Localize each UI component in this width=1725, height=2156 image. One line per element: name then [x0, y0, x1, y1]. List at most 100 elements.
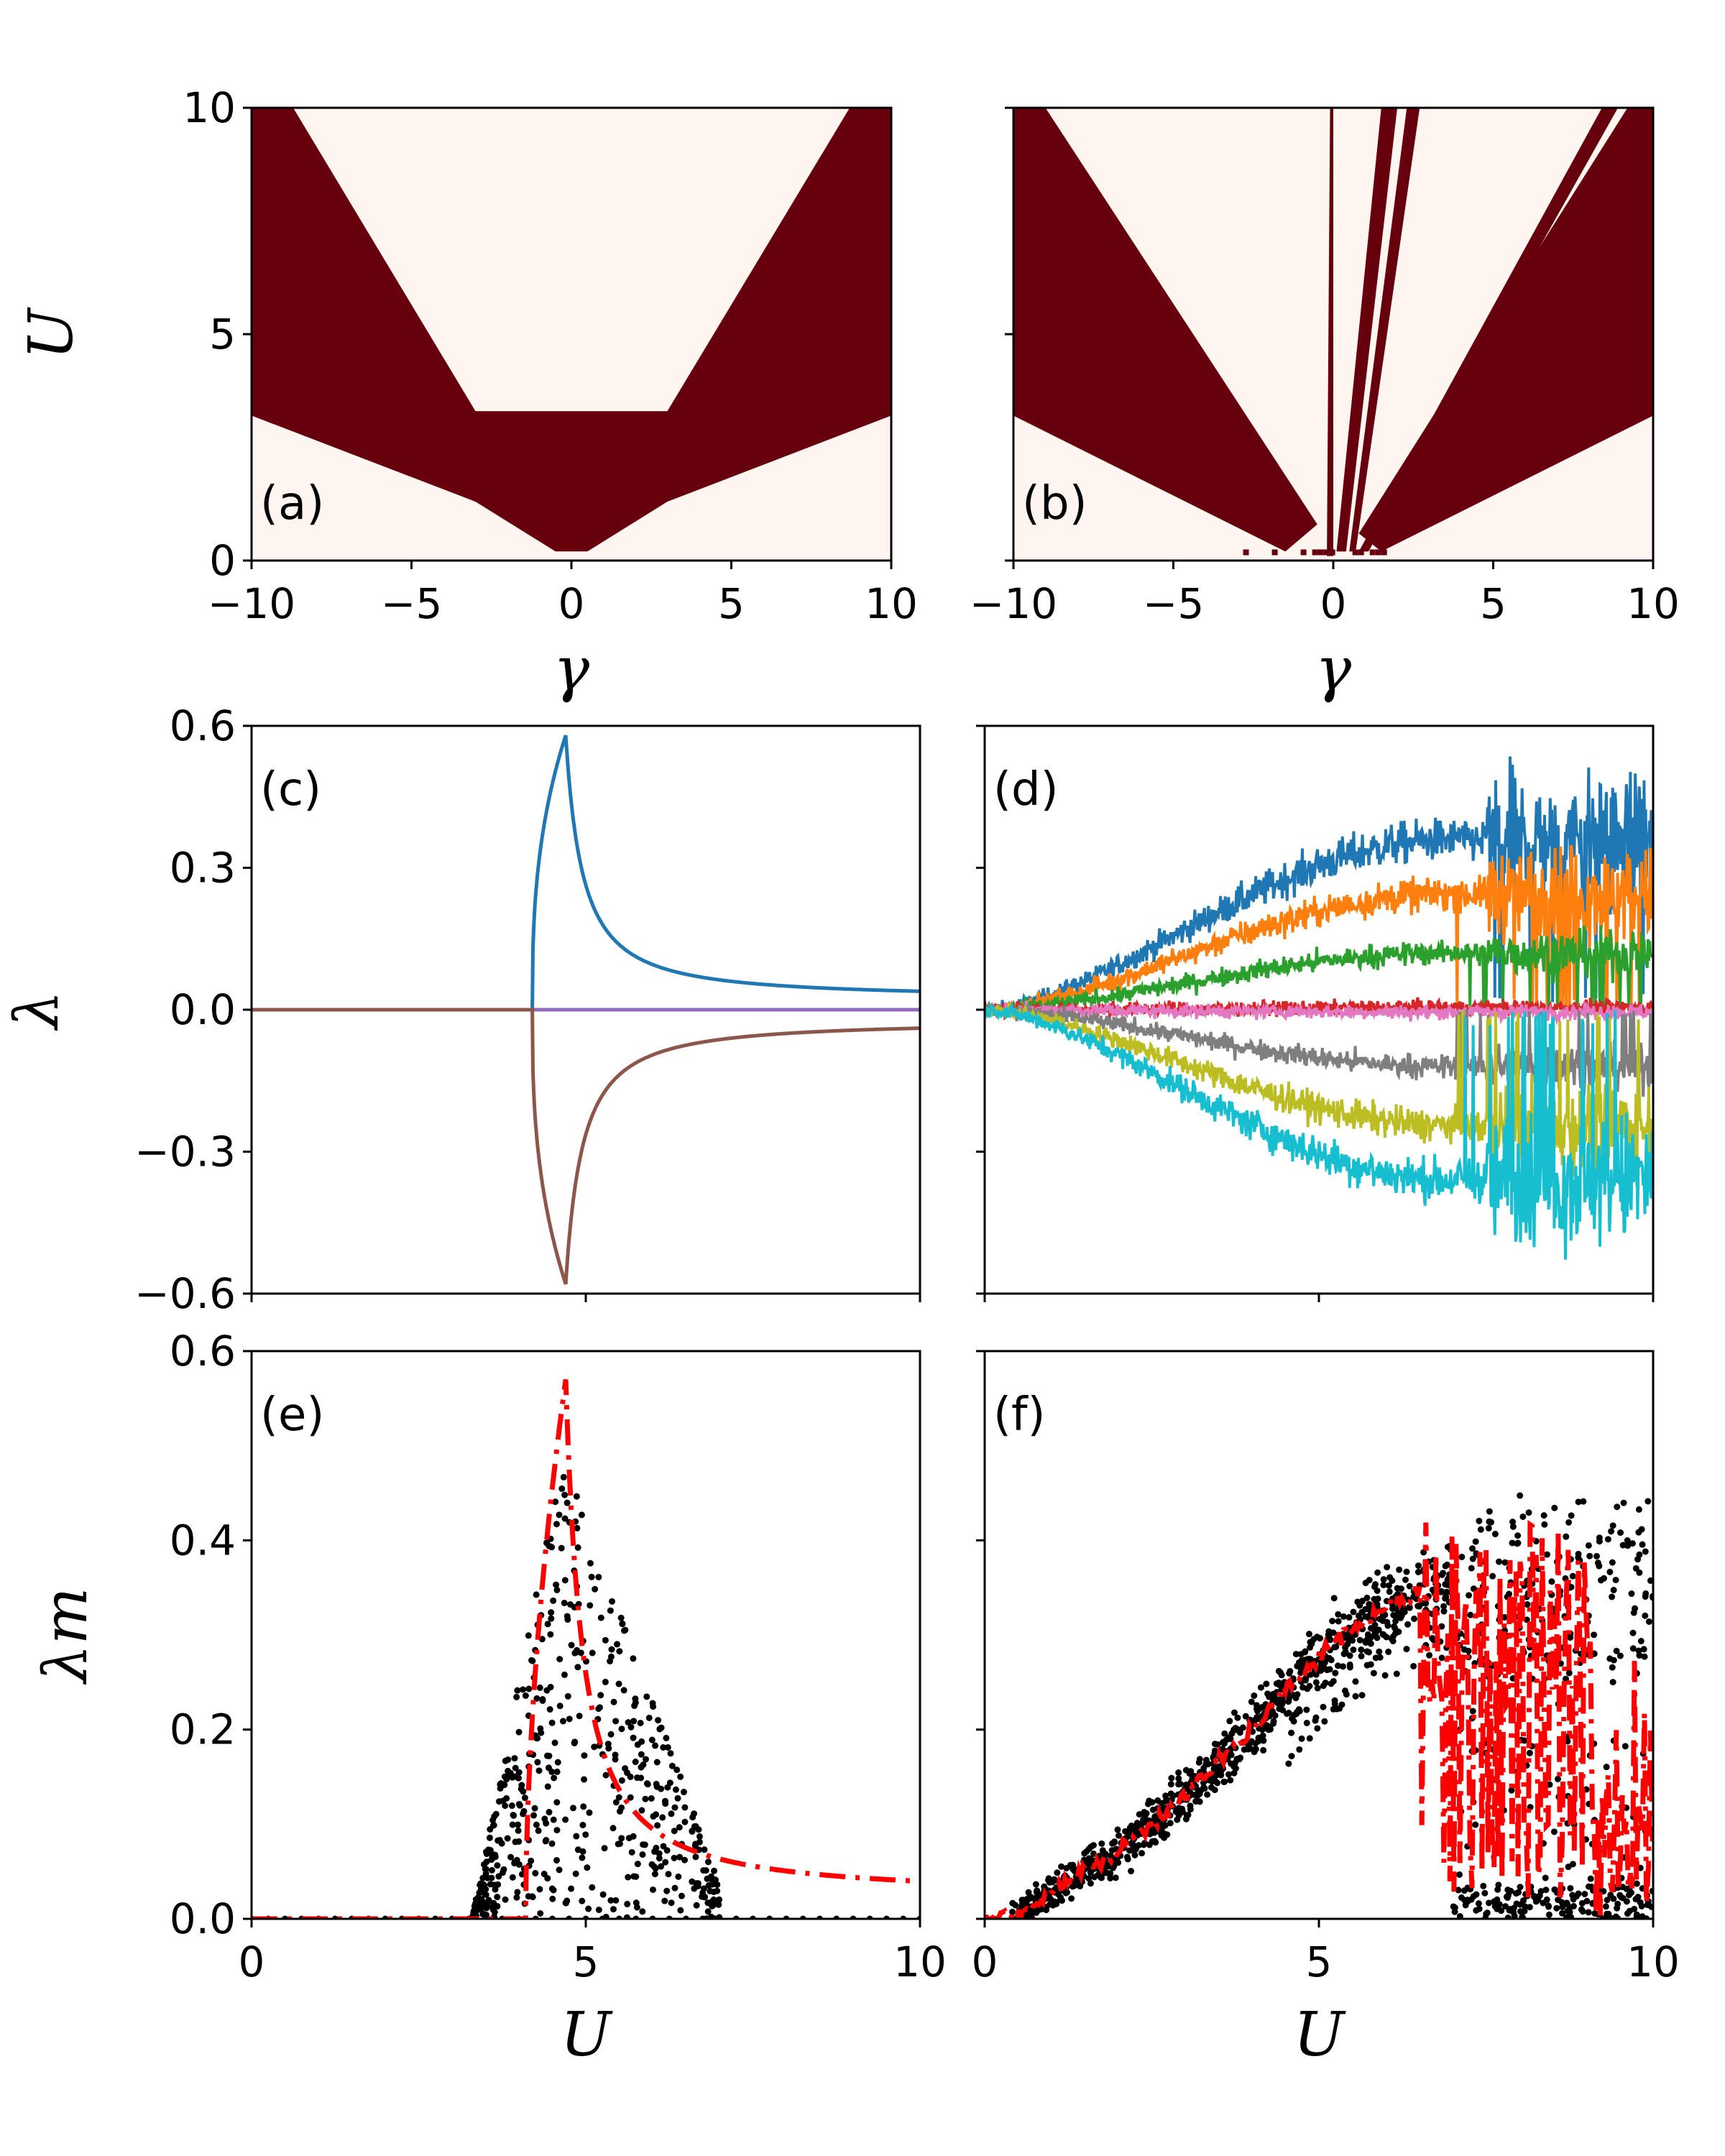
panel-f-point: [1585, 1542, 1592, 1549]
panel-e-point: [709, 1898, 716, 1905]
panel-f-point: [1629, 1629, 1637, 1636]
panel-f-point: [1583, 1897, 1591, 1904]
panel-f-point: [1472, 1821, 1479, 1828]
panel-e-point: [610, 1906, 617, 1913]
panel-f-point: [1397, 1614, 1404, 1621]
panel-f-point: [1327, 1636, 1334, 1644]
panel-e-point: [561, 1491, 569, 1498]
panel-e-point: [648, 1795, 655, 1802]
panel-f-point: [1175, 1769, 1182, 1777]
panel-f-point: [1630, 1609, 1637, 1616]
panel-e-point: [515, 1827, 522, 1834]
panel-f-point: [1187, 1802, 1194, 1810]
panel-f-point: [1228, 1751, 1235, 1759]
panel-f-point: [1509, 1519, 1517, 1526]
panel-e-point: [668, 1810, 675, 1818]
panel-f-point: [1476, 1517, 1483, 1524]
panel-f-point: [1420, 1549, 1427, 1556]
panel-f-point: [1629, 1645, 1637, 1652]
panel-f-point: [1517, 1492, 1524, 1499]
panel-e-axes: 0 5 10 0.0 0.2 0.4 0.6: [170, 1327, 947, 1986]
panel-f-point: [1302, 1649, 1309, 1656]
panel-f-point: [1637, 1638, 1644, 1645]
panel-e-point: [573, 1833, 580, 1840]
panel-f-point: [1247, 1745, 1254, 1752]
panel-f-point: [1465, 1647, 1472, 1654]
panel-f-point: [1225, 1734, 1233, 1741]
panel-b-xtick-label: 5: [1480, 579, 1506, 628]
panel-f-point: [1033, 1889, 1040, 1896]
panel-f-point: [1450, 1903, 1457, 1910]
panel-c-series: [252, 734, 920, 1285]
panel-b-dark-bands: [1327, 108, 1619, 556]
panel-f-point: [1330, 1677, 1337, 1685]
panel-e-point: [559, 1718, 566, 1725]
panel-f-point: [1580, 1498, 1587, 1505]
panel-f-point: [1140, 1816, 1147, 1823]
panel-f-point: [1609, 1522, 1616, 1529]
panel-f-point: [1606, 1568, 1614, 1575]
panel-f-point: [1292, 1651, 1300, 1658]
panel-f-point: [1196, 1798, 1203, 1805]
panel-e-point: [574, 1846, 581, 1853]
panel-f-point: [1406, 1583, 1413, 1590]
panel-f-point: [1586, 1552, 1593, 1560]
panel-f-point: [1622, 1743, 1629, 1750]
panel-e-point: [550, 1816, 557, 1823]
panel-b-xtick-label: −5: [1143, 579, 1205, 628]
panel-e-point: [696, 1833, 703, 1840]
panel-f-point: [1517, 1884, 1524, 1891]
panel-e-point: [612, 1897, 620, 1904]
panel-f-point: [1426, 1651, 1433, 1659]
panel-f-point: [1201, 1784, 1208, 1792]
panel-f-point: [1603, 1764, 1610, 1771]
panel-e-point: [609, 1598, 616, 1605]
panel-e-point: [602, 1913, 610, 1919]
panel-e-point: [558, 1485, 566, 1492]
panel-e-point: [534, 1759, 541, 1766]
panel-e-point: [561, 1671, 568, 1678]
panel-e-point: [486, 1834, 493, 1841]
panel-e-point: [477, 1903, 484, 1910]
panel-f-point: [1564, 1901, 1571, 1908]
panel-e-point: [591, 1743, 598, 1751]
panel-e-point: [661, 1797, 668, 1805]
panel-e-point: [714, 1887, 721, 1894]
panel-e-point: [579, 1854, 586, 1861]
panel-f-point: [1248, 1698, 1255, 1705]
panel-e-point: [589, 1649, 596, 1657]
panel-f-point: [1306, 1655, 1313, 1662]
panel-e-ytick-label: 0.4: [170, 1516, 236, 1565]
panel-f-point: [1585, 1883, 1592, 1890]
panel-e-xtick-label: 10: [893, 1938, 947, 1986]
panel-e-point: [544, 1875, 551, 1882]
panel-e-point: [480, 1861, 487, 1868]
panel-c-ytick-label: 0.3: [170, 844, 236, 893]
panel-e-point: [560, 1473, 567, 1480]
panel-e-point: [530, 1812, 538, 1819]
panel-f-point: [1204, 1791, 1211, 1798]
panel-e-point: [586, 1560, 594, 1567]
panel-f-point: [1251, 1692, 1258, 1699]
panel-d-series-λ1: [985, 756, 1653, 1018]
panel-f-point: [1054, 1869, 1061, 1876]
panel-e-point: [541, 1815, 548, 1823]
panel-f-point: [1559, 1909, 1566, 1917]
panel-f-point: [1438, 1571, 1445, 1578]
panel-e-point: [494, 1894, 501, 1901]
panel-f-point: [1290, 1718, 1297, 1725]
panel-e-ylabel-text: λm: [30, 1588, 101, 1685]
panel-f-point: [1362, 1637, 1369, 1644]
panel-e-point: [494, 1902, 501, 1909]
panel-e-point: [550, 1597, 557, 1604]
panel-f-point: [1568, 1512, 1575, 1519]
panel-e-point: [494, 1837, 502, 1844]
panel-f-point: [1522, 1903, 1529, 1910]
panel-f-point: [1466, 1592, 1473, 1599]
panel-f-point: [1389, 1577, 1396, 1584]
panel-e-point: [710, 1867, 717, 1874]
panel-e-point: [610, 1698, 617, 1705]
panel-e-point: [553, 1827, 561, 1834]
panel-f-point: [1334, 1662, 1341, 1669]
panel-e-ytick-label: 0.6: [170, 1327, 236, 1376]
